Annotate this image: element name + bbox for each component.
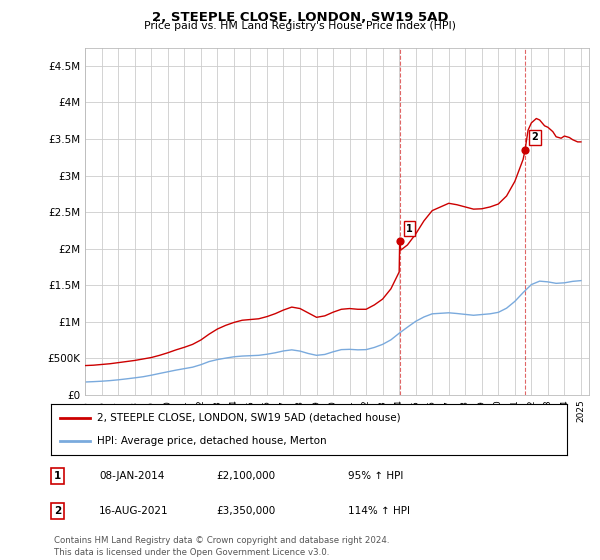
Point — [395, 237, 404, 246]
Text: 2: 2 — [54, 506, 61, 516]
Text: 08-JAN-2014: 08-JAN-2014 — [99, 471, 164, 481]
Text: £2,100,000: £2,100,000 — [216, 471, 275, 481]
Text: HPI: Average price, detached house, Merton: HPI: Average price, detached house, Mert… — [97, 436, 327, 446]
Text: 2: 2 — [532, 132, 538, 142]
Text: £3,350,000: £3,350,000 — [216, 506, 275, 516]
Point — [520, 146, 530, 155]
Text: Price paid vs. HM Land Registry's House Price Index (HPI): Price paid vs. HM Land Registry's House … — [144, 21, 456, 31]
Text: 114% ↑ HPI: 114% ↑ HPI — [348, 506, 410, 516]
Text: 16-AUG-2021: 16-AUG-2021 — [99, 506, 169, 516]
Text: Contains HM Land Registry data © Crown copyright and database right 2024.
This d: Contains HM Land Registry data © Crown c… — [54, 536, 389, 557]
Text: 2, STEEPLE CLOSE, LONDON, SW19 5AD (detached house): 2, STEEPLE CLOSE, LONDON, SW19 5AD (deta… — [97, 413, 401, 423]
Text: 1: 1 — [54, 471, 61, 481]
Text: 2, STEEPLE CLOSE, LONDON, SW19 5AD: 2, STEEPLE CLOSE, LONDON, SW19 5AD — [152, 11, 448, 24]
Text: 95% ↑ HPI: 95% ↑ HPI — [348, 471, 403, 481]
Text: 1: 1 — [406, 224, 413, 234]
